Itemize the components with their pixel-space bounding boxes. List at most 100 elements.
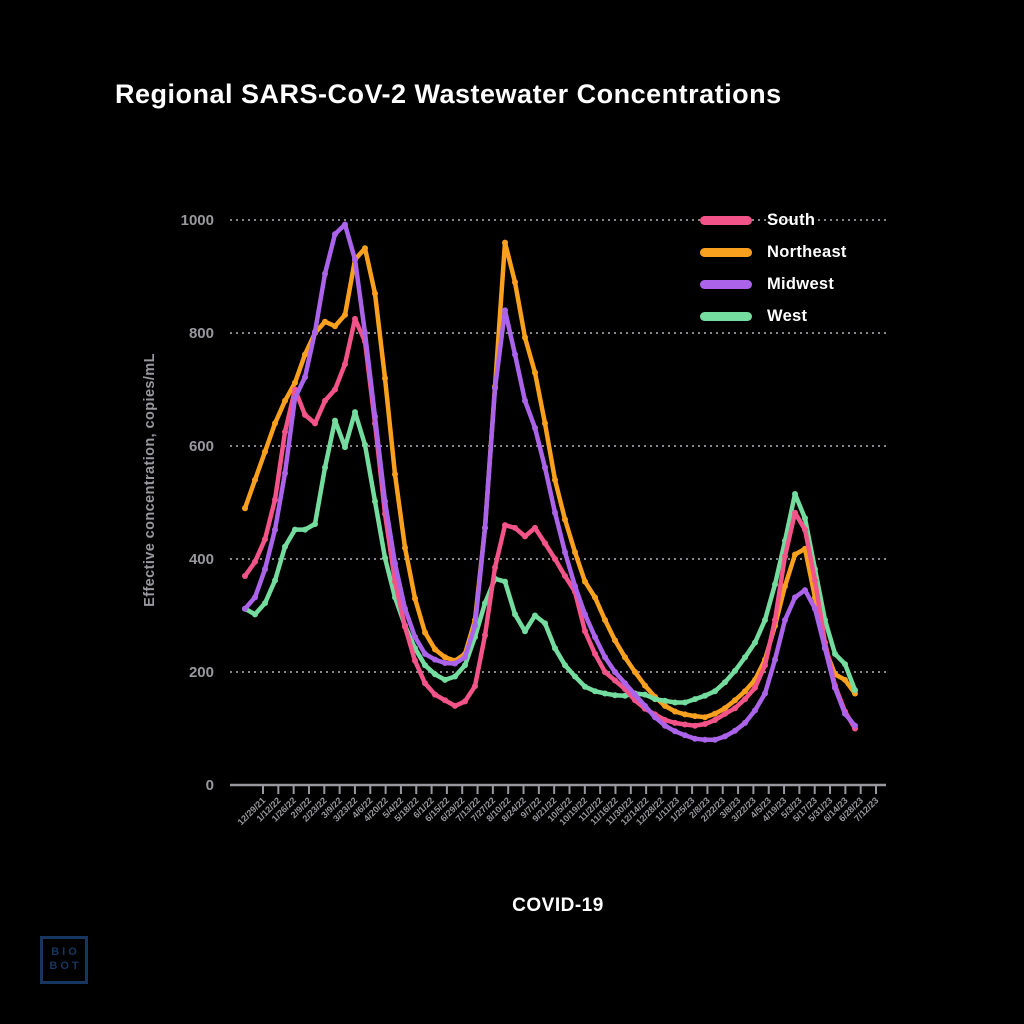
series-point-west bbox=[332, 417, 338, 424]
series-point-midwest bbox=[552, 509, 558, 516]
series-point-west bbox=[682, 699, 688, 706]
series-point-northeast bbox=[572, 549, 578, 556]
series-point-midwest bbox=[442, 660, 448, 666]
legend-item-midwest: Midwest bbox=[700, 268, 847, 300]
series-point-west bbox=[562, 662, 568, 669]
series-point-midwest bbox=[612, 669, 618, 675]
series-point-west bbox=[852, 687, 858, 694]
series-point-south bbox=[772, 617, 778, 623]
series-point-northeast bbox=[402, 544, 408, 551]
y-tick-label-0: 0 bbox=[206, 777, 214, 794]
series-point-west bbox=[342, 444, 348, 451]
series-point-northeast bbox=[792, 551, 798, 558]
series-point-northeast bbox=[732, 697, 738, 704]
series-point-south bbox=[332, 386, 338, 393]
series-point-northeast bbox=[512, 279, 518, 286]
series-point-midwest bbox=[292, 395, 298, 401]
series-point-midwest bbox=[472, 622, 478, 629]
series-point-northeast bbox=[612, 637, 618, 644]
series-point-west bbox=[832, 650, 838, 657]
series-point-west bbox=[532, 612, 538, 619]
series-point-south bbox=[322, 397, 328, 404]
series-point-west bbox=[732, 667, 738, 674]
series-point-south bbox=[612, 677, 618, 684]
series-point-northeast bbox=[672, 708, 678, 715]
series-point-northeast bbox=[302, 351, 308, 358]
legend-label-midwest: Midwest bbox=[767, 274, 835, 293]
series-point-northeast bbox=[842, 676, 848, 683]
series-point-south bbox=[452, 702, 458, 709]
series-point-west bbox=[252, 611, 258, 618]
series-point-midwest bbox=[242, 605, 248, 612]
series-point-midwest bbox=[572, 583, 578, 590]
series-point-midwest bbox=[752, 707, 758, 714]
series-point-west bbox=[742, 654, 748, 661]
series-point-midwest bbox=[272, 526, 278, 533]
legend-item-south: South bbox=[700, 204, 847, 236]
series-point-west bbox=[752, 639, 758, 646]
series-point-midwest bbox=[362, 330, 368, 336]
series-point-midwest bbox=[422, 650, 428, 657]
series-point-northeast bbox=[242, 505, 248, 512]
series-point-midwest bbox=[692, 735, 698, 742]
series-point-midwest bbox=[622, 680, 628, 687]
legend-item-west: West bbox=[700, 300, 847, 332]
legend-swatch-northeast bbox=[700, 247, 752, 257]
series-point-midwest bbox=[492, 385, 498, 392]
series-point-west bbox=[702, 692, 708, 699]
series-point-west bbox=[292, 526, 298, 533]
series-point-northeast bbox=[292, 379, 298, 386]
series-point-northeast bbox=[562, 516, 568, 523]
legend-swatch-midwest bbox=[700, 279, 752, 289]
series-point-midwest bbox=[402, 605, 408, 612]
series-point-west bbox=[322, 464, 328, 471]
series-point-west bbox=[602, 690, 608, 697]
series-point-midwest bbox=[392, 560, 398, 567]
series-point-south bbox=[592, 650, 598, 657]
series-point-midwest bbox=[342, 221, 348, 228]
series-point-northeast bbox=[442, 654, 448, 661]
biobot-logo: BIO BOT bbox=[40, 936, 88, 984]
series-point-west bbox=[362, 441, 368, 448]
series-point-midwest bbox=[502, 307, 508, 314]
series-point-midwest bbox=[332, 231, 338, 238]
series-point-west bbox=[762, 617, 768, 623]
series-point-northeast bbox=[632, 669, 638, 675]
series-point-northeast bbox=[592, 594, 598, 601]
series-point-midwest bbox=[462, 654, 468, 661]
series-point-northeast bbox=[372, 290, 378, 297]
series-point-midwest bbox=[532, 424, 538, 431]
series-point-northeast bbox=[552, 476, 558, 483]
series-point-south bbox=[752, 684, 758, 691]
series-point-northeast bbox=[522, 334, 528, 341]
series-point-south bbox=[712, 717, 718, 723]
series-point-south bbox=[682, 721, 688, 728]
series-point-midwest bbox=[592, 634, 598, 640]
series-point-midwest bbox=[682, 732, 688, 739]
series-point-midwest bbox=[652, 714, 658, 721]
series-point-south bbox=[442, 697, 448, 704]
series-point-northeast bbox=[282, 397, 288, 404]
biobot-logo-line2: BOT bbox=[49, 960, 82, 972]
series-point-midwest bbox=[412, 634, 418, 640]
series-point-midwest bbox=[812, 605, 818, 612]
biobot-logo-line1: BIO bbox=[51, 946, 80, 959]
series-point-south bbox=[272, 496, 278, 503]
legend-swatch-south bbox=[700, 215, 752, 225]
series-point-west bbox=[522, 628, 528, 635]
series-point-northeast bbox=[542, 420, 548, 427]
series-point-west bbox=[482, 600, 488, 607]
series-point-west bbox=[612, 692, 618, 699]
series-point-south bbox=[422, 680, 428, 687]
series-point-west bbox=[262, 600, 268, 607]
series-point-west bbox=[352, 409, 358, 416]
series-point-northeast bbox=[392, 471, 398, 478]
series-point-south bbox=[702, 721, 708, 727]
series-point-west bbox=[512, 611, 518, 618]
legend-label-south: South bbox=[767, 210, 816, 229]
series-point-south bbox=[812, 577, 818, 584]
series-point-west bbox=[272, 577, 278, 584]
series-point-midwest bbox=[832, 684, 838, 691]
series-point-northeast bbox=[252, 476, 258, 483]
